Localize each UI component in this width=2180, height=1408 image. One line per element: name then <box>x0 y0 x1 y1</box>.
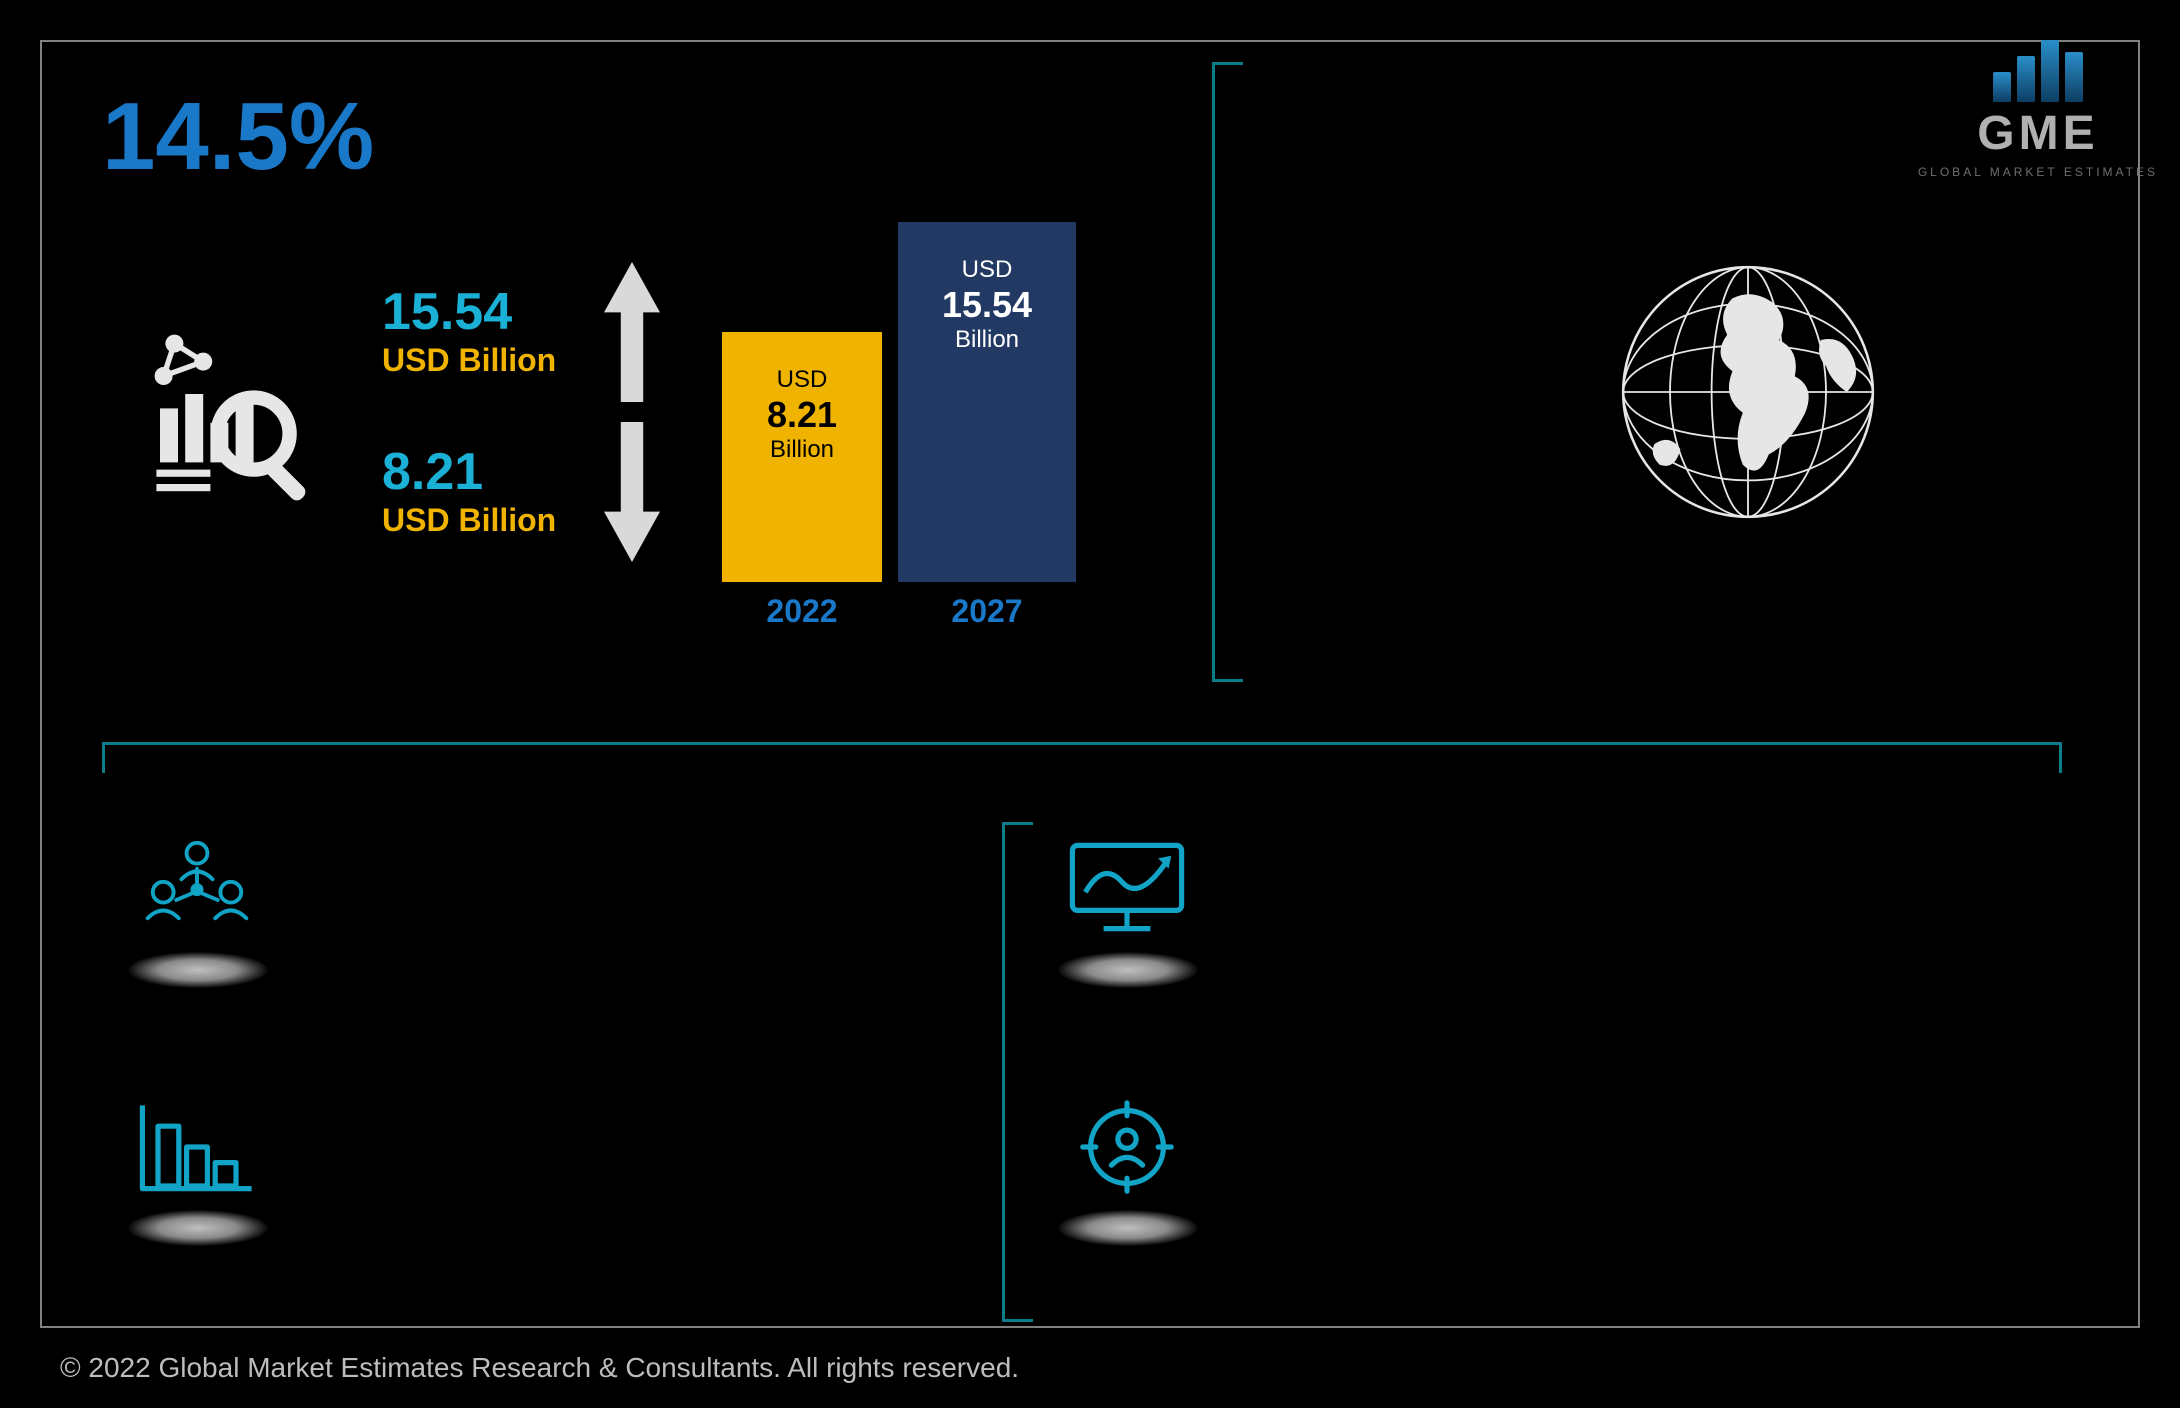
divider-vertical-top <box>1212 62 1215 682</box>
bar-2027: USD 15.54 Billion 2027 <box>898 222 1076 582</box>
barchart-icon <box>132 1092 262 1202</box>
bottom-section <box>102 822 2078 1296</box>
divider-horizontal <box>102 742 2062 745</box>
shadow-ellipse <box>128 952 268 988</box>
arrow-down-icon <box>602 422 662 562</box>
top-section: 15.54 USD Billion 8.21 USD Billion USD 8… <box>102 202 2078 722</box>
bar-2027-unit: Billion <box>898 326 1076 354</box>
bar-2022-value: 8.21 <box>722 394 882 436</box>
logo-mark <box>1928 22 2148 102</box>
copyright-text: © 2022 Global Market Estimates Research … <box>60 1352 1019 1384</box>
shadow-ellipse <box>1058 1210 1198 1246</box>
monitor-trend-icon <box>1062 832 1192 942</box>
bar-2027-currency: USD <box>898 256 1076 284</box>
globe-icon <box>1618 262 1878 522</box>
bar-2022-unit: Billion <box>722 436 882 464</box>
shadow-ellipse <box>1058 952 1198 988</box>
divider-vertical-bottom <box>1002 822 1005 1322</box>
market-size-bar-chart: USD 8.21 Billion 2022 USD 15.54 Billion … <box>722 222 1082 642</box>
logo-subtext: GLOBAL MARKET ESTIMATES <box>1918 165 2158 179</box>
headline-percentage: 14.5% <box>102 82 374 192</box>
target-person-icon <box>1062 1092 1192 1202</box>
people-network-icon <box>132 832 262 942</box>
bar-2022-currency: USD <box>722 366 882 394</box>
bar-2027-year: 2027 <box>898 593 1076 630</box>
arrow-up-icon <box>602 262 662 402</box>
bar-2022: USD 8.21 Billion 2022 <box>722 332 882 582</box>
logo-text: GME <box>1977 106 2098 161</box>
shadow-ellipse <box>128 1210 268 1246</box>
infographic-frame: GME GLOBAL MARKET ESTIMATES 14.5% 15.54 … <box>40 40 2140 1328</box>
bar-2027-value: 15.54 <box>898 284 1076 326</box>
bar-2022-year: 2022 <box>722 593 882 630</box>
brand-logo: GME GLOBAL MARKET ESTIMATES <box>1918 22 2158 179</box>
analytics-icon <box>142 322 322 502</box>
